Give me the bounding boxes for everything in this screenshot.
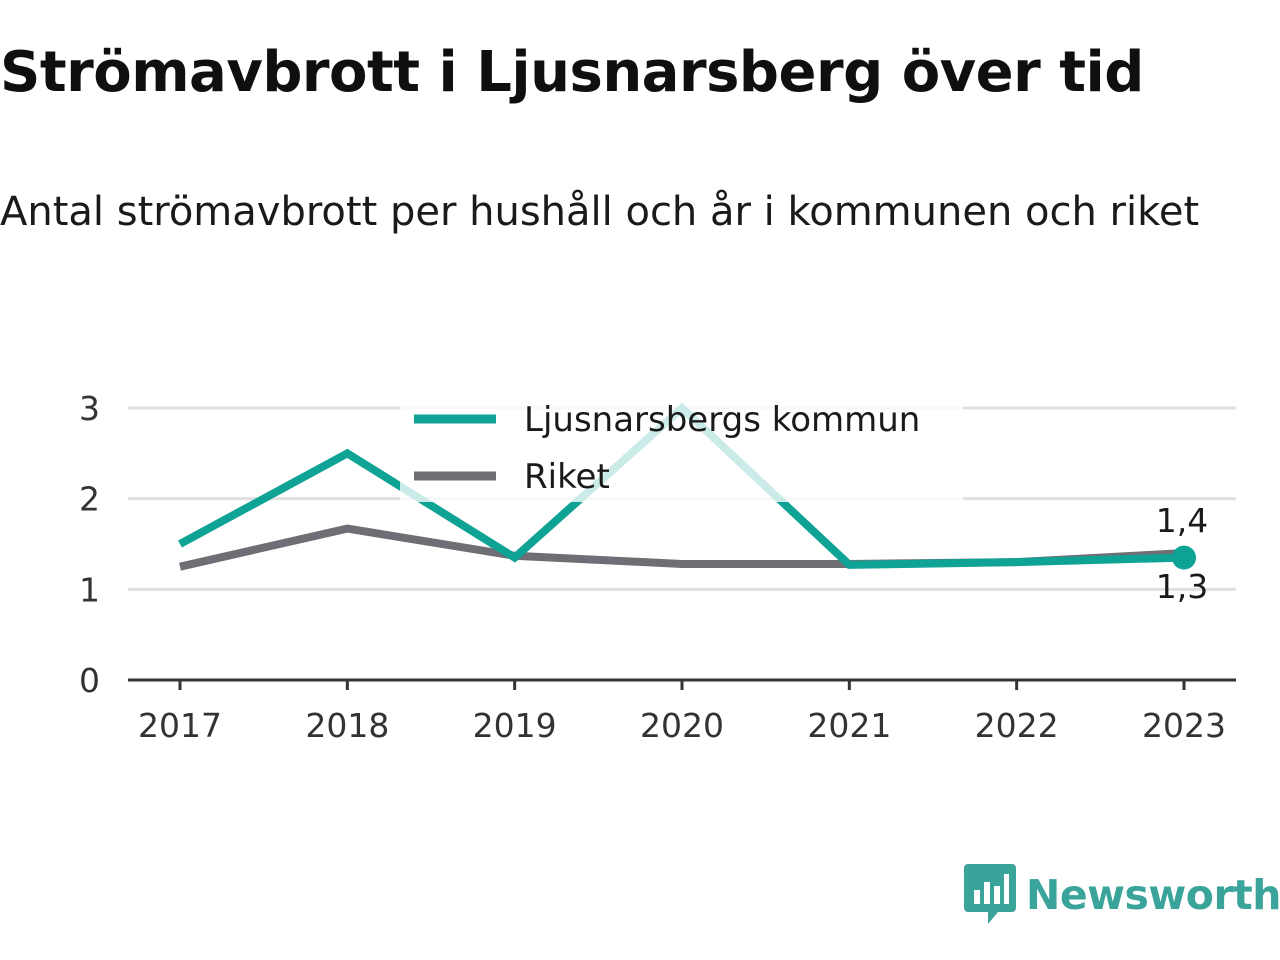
newsworthy-logo: Newsworthy	[964, 862, 1280, 928]
y-tick-label: 2	[79, 480, 100, 519]
y-tick-label: 1	[79, 570, 100, 609]
legend-label-kommun: Ljusnarsbergs kommun	[524, 400, 920, 440]
y-axis-ticks: 0 1 2 3	[79, 389, 100, 700]
legend-background	[400, 392, 963, 502]
data-label-riket: 1,4	[1156, 501, 1208, 540]
data-label-kommun: 1,3	[1156, 567, 1208, 606]
series-end-marker-kommun	[1172, 545, 1196, 570]
brand-name: Newsworthy	[1026, 871, 1280, 919]
x-tick-label: 2021	[807, 706, 891, 745]
chart-subtitle: Antal strömavbrott per hushåll och år i …	[0, 189, 1200, 235]
x-tick-label: 2018	[305, 706, 389, 745]
x-tick-label: 2023	[1142, 706, 1226, 745]
data-labels: 1,4 1,3	[1156, 501, 1208, 606]
newsworthy-logo-icon	[964, 864, 1016, 924]
x-tick-label: 2019	[473, 706, 557, 745]
x-axis-ticks: 2017 2018 2019 2020 2021 2022 2023	[128, 678, 1236, 745]
x-tick-label: 2020	[640, 706, 724, 745]
x-tick-label: 2017	[138, 706, 222, 745]
legend-label-riket: Riket	[524, 457, 610, 497]
chart-title: Strömavbrott i Ljusnarsberg över tid	[0, 40, 1144, 105]
x-tick-label: 2022	[975, 706, 1059, 745]
legend: Ljusnarsbergs kommun Riket	[400, 392, 963, 502]
y-tick-label: 0	[79, 661, 100, 700]
y-tick-label: 3	[79, 389, 100, 428]
